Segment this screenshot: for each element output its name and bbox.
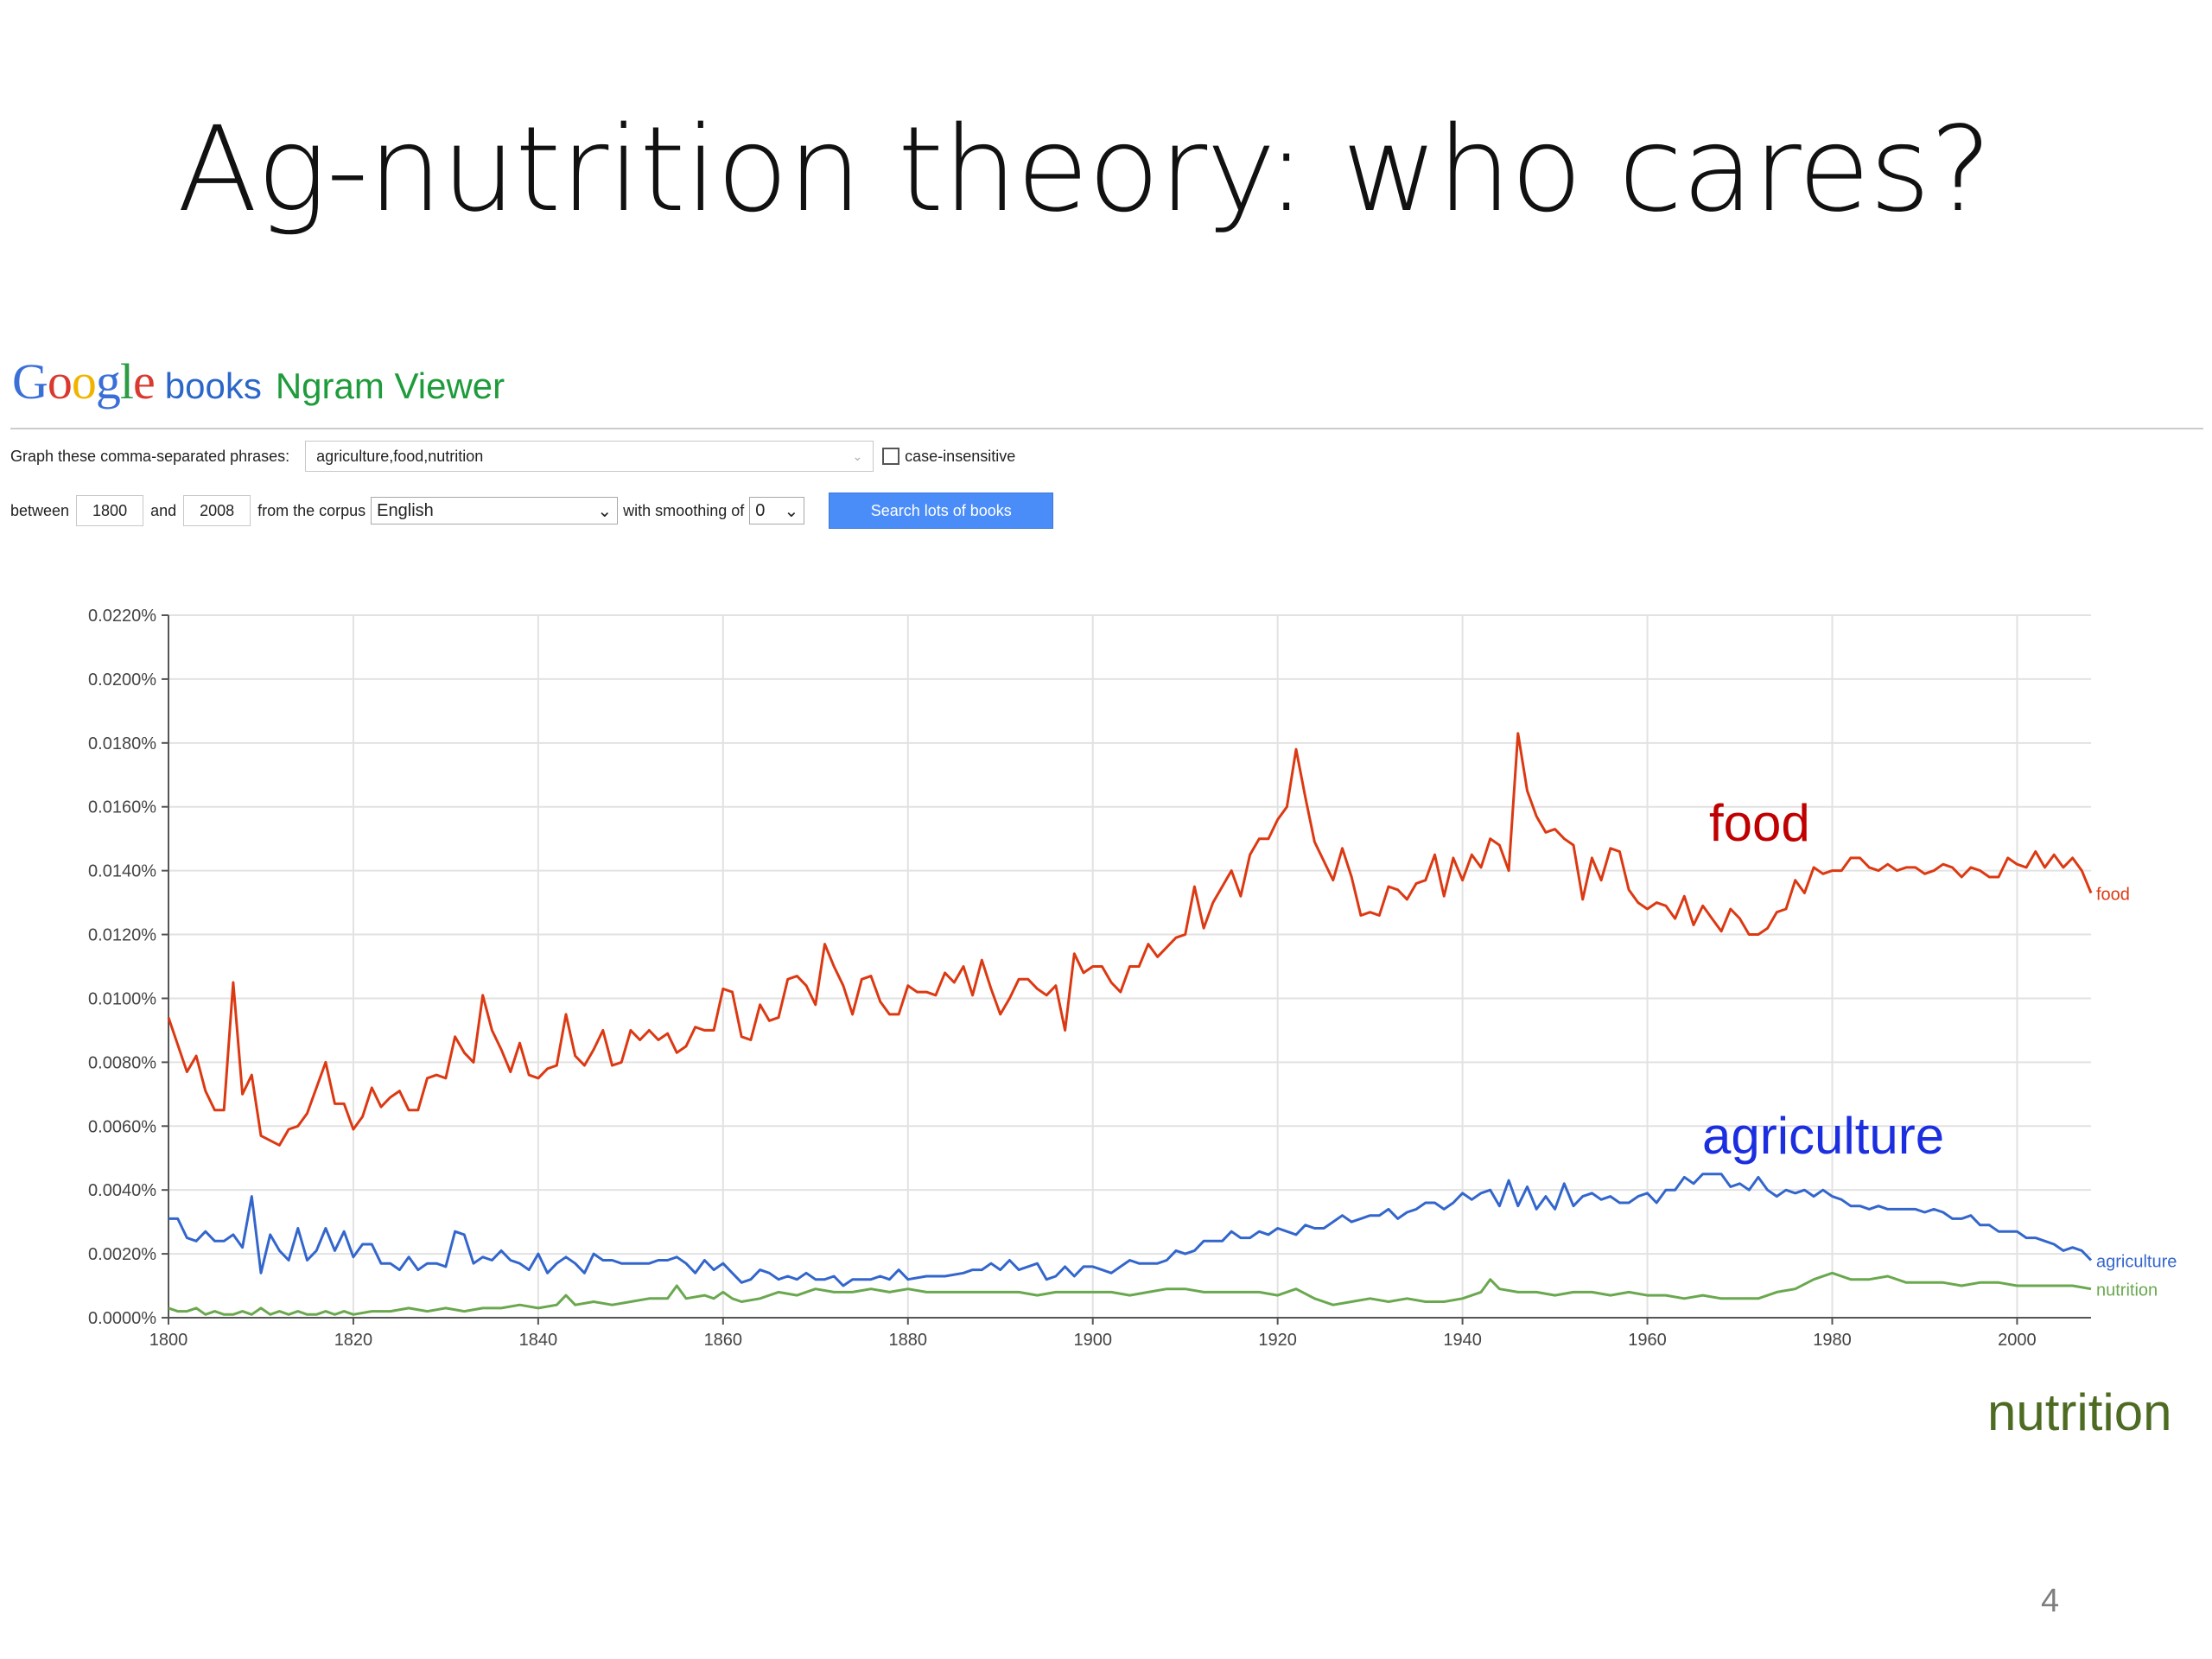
google-logo-letter: e xyxy=(133,353,156,410)
y-tick-label: 0.0200% xyxy=(88,671,156,690)
start-year-input[interactable]: 1800 xyxy=(76,495,144,526)
y-tick-label: 0.0020% xyxy=(88,1245,156,1264)
google-logo-letter: l xyxy=(119,353,134,410)
chevron-down-icon: ⌄ xyxy=(597,501,613,521)
x-tick-label: 1800 xyxy=(149,1331,188,1350)
nutrition-callout: nutrition xyxy=(1987,1383,2172,1441)
phrases-input[interactable]: agriculture,food,nutrition ⌄ xyxy=(305,441,874,472)
phrases-row: Graph these comma-separated phrases: agr… xyxy=(10,438,1015,474)
series-line-agriculture xyxy=(168,1173,2093,1287)
google-logo[interactable]: Google xyxy=(12,353,156,410)
y-tick-label: 0.0160% xyxy=(88,798,156,817)
google-logo-letter: o xyxy=(71,353,97,410)
case-insensitive-checkbox[interactable] xyxy=(882,448,900,465)
search-button[interactable]: Search lots of books xyxy=(829,493,1054,529)
x-tick-label: 1920 xyxy=(1258,1331,1297,1350)
y-tick-label: 0.0060% xyxy=(88,1117,156,1136)
range-row: between 1800 and 2008 from the corpus En… xyxy=(10,493,1054,529)
chart-series xyxy=(167,732,2093,1316)
series-line-food xyxy=(167,732,2093,1147)
end-year-input[interactable]: 2008 xyxy=(183,495,251,526)
y-tick-label: 0.0040% xyxy=(88,1181,156,1200)
y-tick-label: 0.0220% xyxy=(88,607,156,626)
y-tick-label: 0.0080% xyxy=(88,1053,156,1072)
start-year-value: 1800 xyxy=(92,501,128,519)
y-tick-label: 0.0180% xyxy=(88,734,156,753)
series-end-label: agriculture xyxy=(2096,1252,2177,1271)
y-tick-label: 0.0120% xyxy=(88,926,156,945)
google-logo-letter: G xyxy=(12,353,48,410)
agriculture-callout: agriculture xyxy=(1702,1107,1945,1165)
corpus-label: from the corpus xyxy=(257,501,366,519)
food-callout: food xyxy=(1709,794,1810,852)
x-tick-label: 1820 xyxy=(334,1331,373,1350)
books-label: books xyxy=(164,365,262,406)
y-tick-label: 0.0100% xyxy=(88,989,156,1008)
google-logo-letter: o xyxy=(47,353,73,410)
series-end-label: nutrition xyxy=(2096,1281,2158,1300)
phrases-input-value: agriculture,food,nutrition xyxy=(316,447,484,465)
smoothing-label: with smoothing of xyxy=(623,501,745,519)
x-tick-label: 2000 xyxy=(1998,1331,2037,1350)
page-number: 4 xyxy=(2041,1583,2060,1619)
and-label: and xyxy=(150,501,177,519)
y-tick-label: 0.0140% xyxy=(88,862,156,881)
corpus-select[interactable]: English ⌄ xyxy=(371,497,619,524)
x-tick-label: 1980 xyxy=(1813,1331,1852,1350)
google-logo-letter: g xyxy=(95,353,121,410)
phrases-label: Graph these comma-separated phrases: xyxy=(10,447,290,465)
x-tick-label: 1900 xyxy=(1073,1331,1112,1350)
header-divider xyxy=(10,428,2203,429)
chart-axes: 0.0000% 0.0020% 0.0040% 0.0060% 0.0080% 0.010… xyxy=(88,607,2091,1350)
chevron-down-icon: ⌄ xyxy=(784,501,799,521)
slide-title: Ag-nutrition theory: who cares? xyxy=(177,102,1992,238)
x-tick-label: 1960 xyxy=(1628,1331,1667,1350)
x-tick-label: 1940 xyxy=(1443,1331,1482,1350)
between-label: between xyxy=(10,501,70,519)
chart-series-labels: food agriculture nutrition xyxy=(2096,886,2177,1300)
chevron-down-icon: ⌄ xyxy=(852,448,863,463)
corpus-select-value: English xyxy=(377,500,434,520)
smoothing-select-value: 0 xyxy=(755,500,766,520)
series-end-label: food xyxy=(2096,886,2130,905)
end-year-value: 2008 xyxy=(200,501,235,519)
case-insensitive-label: case-insensitive xyxy=(905,447,1016,465)
x-tick-label: 1880 xyxy=(889,1331,928,1350)
x-tick-label: 1860 xyxy=(704,1331,743,1350)
ngram-header: Google books Ngram Viewer xyxy=(12,353,505,422)
x-tick-label: 1840 xyxy=(519,1331,558,1350)
smoothing-select[interactable]: 0 ⌄ xyxy=(749,497,805,524)
ngram-viewer-label: Ngram Viewer xyxy=(275,365,505,406)
y-tick-label: 0.0000% xyxy=(88,1309,156,1328)
series-line-nutrition xyxy=(168,1271,2092,1316)
